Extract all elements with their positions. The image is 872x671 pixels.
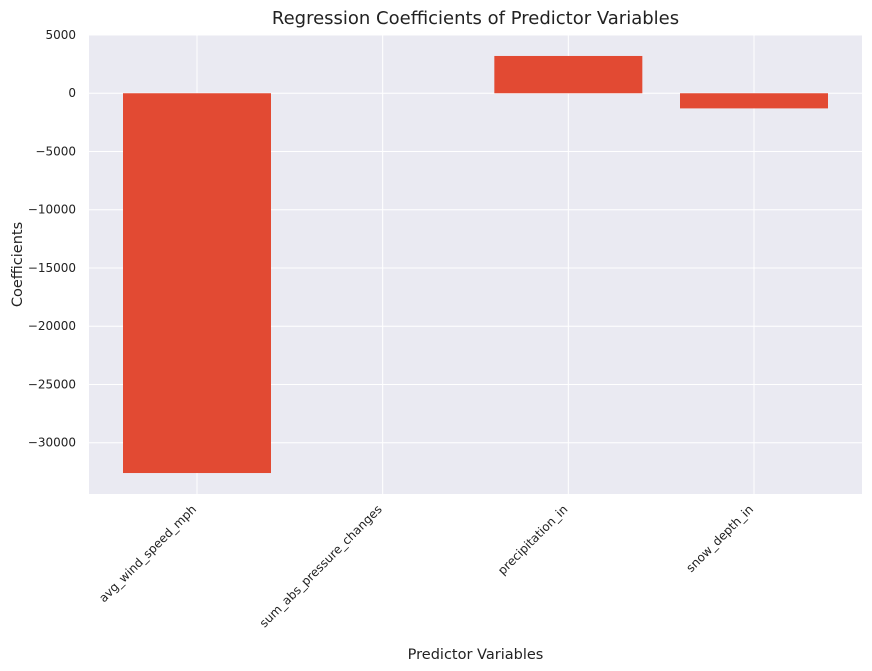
chart-title: Regression Coefficients of Predictor Var… (272, 8, 679, 29)
y-tick-label: −20000 (28, 319, 76, 333)
y-tick-label: −30000 (28, 436, 76, 450)
y-tick-label: 0 (68, 86, 76, 100)
y-tick-label: −10000 (28, 203, 76, 217)
bar-precipitation_in (494, 55, 643, 94)
bars (123, 55, 828, 474)
y-tick-label: −15000 (28, 261, 76, 275)
y-tick-label: −5000 (35, 144, 76, 158)
y-tick-label: 5000 (45, 28, 76, 42)
y-tick-label: −25000 (28, 377, 76, 391)
x-axis-label: Predictor Variables (408, 647, 544, 663)
x-tick-label: snow_depth_in (683, 502, 756, 575)
x-tick-label: precipitation_in (495, 502, 570, 577)
bar-avg_wind_speed_mph (123, 93, 271, 474)
bar-snow_depth_in (680, 93, 828, 109)
x-axis-ticks: avg_wind_speed_mph sum_abs_pressure_chang… (96, 502, 756, 630)
x-tick-label: sum_abs_pressure_changes (257, 502, 385, 630)
y-axis-label: Coefficients (10, 222, 26, 307)
y-axis-ticks: 5000 0 −5000 −10000 −15000 −20000 −25000 −30000 (28, 28, 76, 450)
x-tick-label: avg_wind_speed_mph (96, 502, 199, 605)
